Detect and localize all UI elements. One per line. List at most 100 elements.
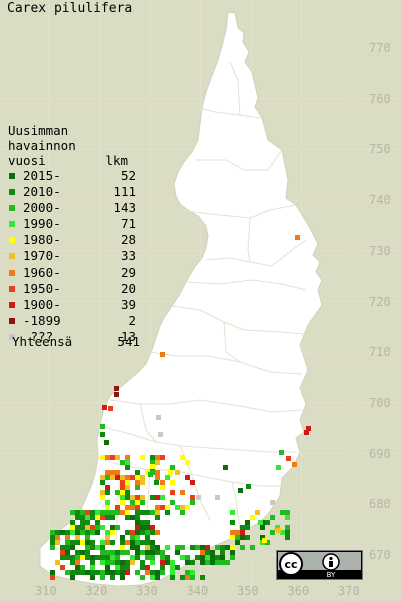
occurrence-square	[145, 540, 150, 545]
occurrence-square	[155, 510, 160, 515]
occurrence-square	[185, 570, 190, 575]
occurrence-square	[185, 555, 190, 560]
occurrence-square	[240, 530, 245, 535]
y-axis-label: 750	[369, 142, 391, 157]
occurrence-square	[125, 565, 130, 570]
occurrence-square	[240, 545, 245, 550]
occurrence-square	[160, 352, 165, 357]
occurrence-square	[165, 475, 170, 480]
occurrence-square	[65, 570, 70, 575]
occurrence-square	[145, 510, 150, 515]
legend-item: -1899 2	[8, 313, 138, 329]
occurrence-square	[150, 460, 155, 465]
occurrence-square	[170, 565, 175, 570]
occurrence-square	[140, 520, 145, 525]
occurrence-square	[125, 530, 130, 535]
occurrence-square	[55, 535, 60, 540]
occurrence-square	[65, 535, 70, 540]
occurrence-square	[110, 540, 115, 545]
occurrence-square	[50, 545, 55, 550]
occurrence-square	[110, 475, 115, 480]
legend-item-count: 20	[120, 280, 136, 296]
occurrence-square	[205, 555, 210, 560]
occurrence-square	[90, 575, 95, 580]
occurrence-square	[120, 485, 125, 490]
legend-item-count: 33	[120, 248, 136, 264]
occurrence-square	[100, 515, 105, 520]
occurrence-square	[100, 575, 105, 580]
occurrence-square	[110, 575, 115, 580]
occurrence-square	[125, 495, 130, 500]
occurrence-square	[170, 480, 175, 485]
occurrence-square	[145, 470, 150, 475]
occurrence-squares	[50, 235, 311, 580]
occurrence-square	[65, 540, 70, 545]
occurrence-square	[235, 530, 240, 535]
occurrence-square	[105, 485, 110, 490]
occurrence-square	[130, 540, 135, 545]
occurrence-square	[215, 495, 220, 500]
occurrence-square	[150, 550, 155, 555]
occurrence-square	[240, 525, 245, 530]
occurrence-square	[85, 540, 90, 545]
occurrence-square	[135, 540, 140, 545]
occurrence-square	[150, 545, 155, 550]
map-title: Carex pilulifera	[7, 1, 133, 16]
occurrence-square	[276, 528, 281, 533]
occurrence-square	[145, 535, 150, 540]
occurrence-square	[100, 560, 105, 565]
occurrence-square	[150, 555, 155, 560]
occurrence-square	[165, 545, 170, 550]
occurrence-square	[130, 560, 135, 565]
occurrence-square	[145, 570, 150, 575]
occurrence-square	[154, 480, 159, 485]
legend-item-count: 2	[128, 312, 136, 328]
occurrence-square	[260, 535, 265, 540]
occurrence-square	[140, 500, 145, 505]
occurrence-square	[150, 575, 155, 580]
occurrence-square	[125, 485, 130, 490]
occurrence-square	[135, 500, 140, 505]
occurrence-square	[190, 545, 195, 550]
occurrence-square	[155, 575, 160, 580]
occurrence-square	[220, 550, 225, 555]
legend-swatch	[9, 173, 15, 179]
x-axis-label: 340	[186, 584, 209, 598]
occurrence-square	[190, 560, 195, 565]
occurrence-square	[95, 510, 100, 515]
occurrence-square	[75, 550, 80, 555]
occurrence-square	[125, 510, 130, 515]
legend-item-count: 29	[120, 264, 136, 280]
occurrence-square	[110, 470, 115, 475]
legend-swatch	[9, 221, 15, 228]
occurrence-square	[210, 555, 215, 560]
occurrence-square	[235, 535, 240, 540]
occurrence-square	[215, 555, 220, 560]
occurrence-square	[230, 555, 235, 560]
occurrence-square	[125, 560, 130, 565]
occurrence-square	[175, 545, 180, 550]
legend-item: ??? 13	[8, 329, 138, 345]
occurrence-square	[135, 515, 140, 520]
occurrence-square	[50, 570, 55, 575]
occurrence-square	[140, 455, 145, 460]
occurrence-square	[90, 565, 95, 570]
occurrence-square	[165, 555, 170, 560]
occurrence-square	[90, 525, 95, 530]
occurrence-square	[80, 570, 85, 575]
legend-item-label: 2000-	[23, 200, 61, 216]
occurrence-square	[160, 550, 165, 555]
occurrence-square	[180, 455, 185, 460]
occurrence-square	[238, 488, 243, 493]
occurrence-square	[170, 570, 175, 575]
occurrence-square	[120, 460, 125, 465]
occurrence-square	[95, 520, 100, 525]
occurrence-square	[280, 510, 285, 515]
occurrence-square	[140, 575, 145, 580]
occurrence-square	[235, 540, 240, 545]
occurrence-square	[140, 530, 145, 535]
occurrence-square	[115, 555, 120, 560]
occurrence-square	[50, 575, 55, 580]
occurrence-square	[180, 555, 185, 560]
legend-item-label: 2010-	[23, 184, 61, 200]
